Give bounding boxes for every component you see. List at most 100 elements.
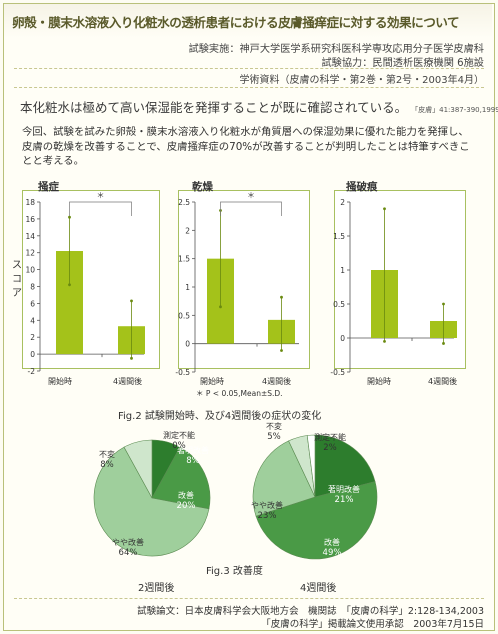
significance-bracket xyxy=(220,201,282,216)
y-tick-label: -0.5 xyxy=(330,368,345,377)
significance-mark: ＊ xyxy=(247,191,255,200)
footer-line1: 試験論文：日本皮膚科学会大阪地方会 機関誌 「皮膚の科学」2:128-134,2… xyxy=(137,606,484,617)
trial-coop-label: 試験協力 xyxy=(321,58,363,69)
y-tick-label: 18 xyxy=(25,198,35,207)
y-tick-label: 0 xyxy=(340,334,345,343)
error-cap xyxy=(219,305,222,309)
pie-slice xyxy=(255,481,378,560)
pie-title-4weeks: 4週間後 xyxy=(300,583,337,594)
y-tick-label: 1 xyxy=(185,283,190,292)
y-tick-label: 10 xyxy=(25,266,35,275)
error-cap xyxy=(442,302,445,306)
x-category-label: 4週間後 xyxy=(113,376,142,386)
y-tick-label: 0 xyxy=(185,340,190,349)
y-axis-label: コ xyxy=(12,274,22,285)
document-title: 卵殻・膜末水溶液入り化粧水の透析患者における皮膚掻痒症に対する効果について xyxy=(12,15,460,30)
error-cap xyxy=(68,215,71,219)
x-category-label: 開始時 xyxy=(200,376,224,386)
x-category-label: 4週間後 xyxy=(262,376,291,386)
y-tick-label: 6 xyxy=(30,299,35,308)
pie-value: 5% xyxy=(267,432,281,442)
y-tick-label: 1.5 xyxy=(178,255,190,264)
y-tick-label: 12 xyxy=(25,249,35,258)
chart-title-scratch: 掻破痕 xyxy=(346,181,378,193)
pie-label: 著明改善 xyxy=(177,445,209,455)
y-tick-label: -2 xyxy=(28,367,36,376)
y-axis-label: ア xyxy=(12,288,22,299)
pie-slice xyxy=(123,439,153,499)
footer-line2: 「皮膚の科学」掲載論文使用承認 2003年7月15日 xyxy=(261,619,484,630)
chart-panel-scratch xyxy=(334,190,466,369)
pie-label: 測定不能 xyxy=(163,430,195,440)
pie-label: 改善 xyxy=(178,490,194,500)
error-cap xyxy=(68,283,71,287)
chart-title-dryness: 乾燥 xyxy=(192,181,213,193)
pie-slice xyxy=(252,440,316,517)
y-tick-label: 2 xyxy=(30,333,35,342)
lead-text: 本化粧水は極めて高い保湿能を発揮することが既に確認されている。 xyxy=(20,100,408,115)
x-category-label: 開始時 xyxy=(48,376,72,386)
pie-label: 不変 xyxy=(266,421,282,431)
pie-label: やや改善 xyxy=(112,537,144,547)
trial-site: 試験実施：神戸大学医学系研究科医科学専攻応用分子医学皮膚科 xyxy=(188,44,485,55)
reference: 学術資料（皮膚の科学・第2巻・第2号・2003年4月） xyxy=(239,75,484,86)
pie-title-2weeks: 2週間後 xyxy=(138,583,175,594)
header-band xyxy=(4,4,492,38)
pie-value: 0% xyxy=(172,441,186,451)
divider xyxy=(14,68,484,69)
stat-note: ＊ P < 0.05,Mean±S.D. xyxy=(196,389,283,398)
error-cap xyxy=(442,342,445,345)
chart-title-pruritus: 掻症 xyxy=(38,181,59,193)
pie-slice xyxy=(306,434,316,498)
y-tick-label: 2 xyxy=(340,198,345,207)
significance-bracket xyxy=(69,201,132,216)
pie-value: 2% xyxy=(323,443,337,453)
y-tick-label: 0.5 xyxy=(333,300,345,309)
y-tick-label: 2.5 xyxy=(178,198,190,207)
y-tick-label: 4 xyxy=(30,316,35,325)
y-tick-label: 16 xyxy=(25,215,35,224)
pie-value: 23% xyxy=(258,511,277,521)
pie-label: 不変 xyxy=(99,449,115,459)
pie-label: 著明改善 xyxy=(328,484,360,494)
y-tick-label: 1 xyxy=(340,266,345,275)
pie-value: 49% xyxy=(323,548,342,558)
pie-label: やや改善 xyxy=(251,500,283,510)
pie-label: 測定不能 xyxy=(314,432,346,442)
y-tick-label: -0.5 xyxy=(175,368,190,377)
pie-value: 20% xyxy=(177,501,196,511)
body-paragraph: 今回、試験を試みた卵殻・膜末水溶液入り化粧水が角質層への保湿効果に優れた能力を発… xyxy=(22,126,470,167)
pie-value: 8% xyxy=(186,456,200,466)
y-tick-label: 2 xyxy=(185,226,190,235)
pie-slice xyxy=(93,446,210,557)
trial-site-label: 試験実施 xyxy=(188,44,230,55)
y-tick-label: 14 xyxy=(25,232,35,241)
y-tick-label: 8 xyxy=(30,283,35,292)
pie-label: 改善 xyxy=(324,537,340,547)
y-tick-label: 0 xyxy=(30,350,35,359)
error-cap xyxy=(130,299,133,303)
error-cap xyxy=(280,295,283,299)
error-cap xyxy=(383,340,386,343)
significance-mark: ＊ xyxy=(97,191,105,200)
y-tick-label: 0.5 xyxy=(178,311,190,320)
pie-value: 8% xyxy=(100,460,114,470)
pie-value: 21% xyxy=(335,495,354,505)
trial-site-value: 神戸大学医学系研究科医科学専攻応用分子医学皮膚科 xyxy=(239,44,485,55)
divider xyxy=(14,598,484,599)
figure3-caption: Fig.3 改善度 xyxy=(206,566,263,577)
error-cap xyxy=(280,349,283,352)
lead-citation: 「皮膚」41:387-390,1999 xyxy=(411,106,498,114)
divider xyxy=(14,87,484,88)
y-axis-label: ス xyxy=(12,260,22,271)
lead-sentence: 本化粧水は極めて高い保湿能を発揮することが既に確認されている。 「皮膚」41:3… xyxy=(20,97,498,116)
x-category-label: 4週間後 xyxy=(428,376,457,386)
y-tick-label: 1.5 xyxy=(333,232,345,241)
pie-value: 64% xyxy=(119,548,138,558)
figure2-caption: Fig.2 試験開始時、及び4週間後の症状の変化 xyxy=(118,411,322,422)
trial-coop-value: 民間透析医療機関 6施設 xyxy=(372,58,484,69)
x-category-label: 開始時 xyxy=(367,376,391,386)
pie-slice xyxy=(151,446,211,510)
